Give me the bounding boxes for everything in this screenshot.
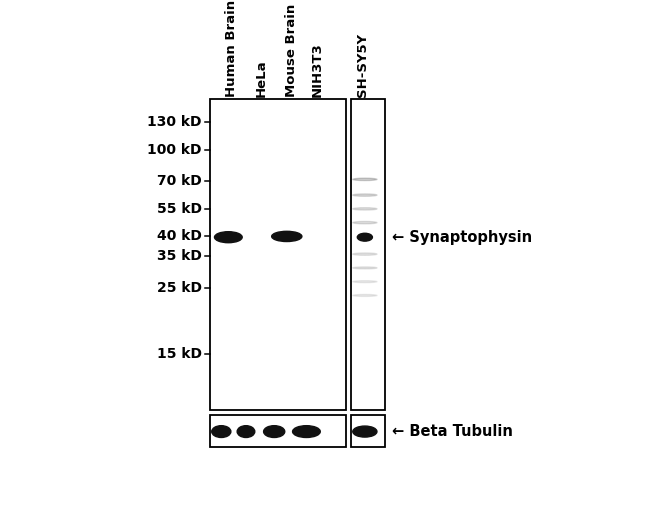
Text: NIH3T3: NIH3T3	[311, 42, 324, 97]
Ellipse shape	[292, 426, 320, 437]
Text: 130 kD: 130 kD	[147, 115, 202, 129]
Ellipse shape	[353, 194, 377, 196]
Text: Human Brain: Human Brain	[225, 0, 238, 97]
Ellipse shape	[353, 178, 377, 180]
Text: 25 kD: 25 kD	[157, 281, 202, 294]
Ellipse shape	[214, 231, 242, 243]
Text: ← Beta Tubulin: ← Beta Tubulin	[392, 424, 513, 439]
Ellipse shape	[272, 231, 302, 242]
Text: 40 kD: 40 kD	[157, 229, 202, 243]
Bar	[210, 99, 346, 409]
Bar	[210, 414, 346, 447]
Text: ← Synaptophysin: ← Synaptophysin	[392, 230, 532, 245]
Text: 35 kD: 35 kD	[157, 249, 202, 263]
Text: HeLa: HeLa	[255, 59, 268, 97]
Bar	[351, 99, 385, 409]
Ellipse shape	[353, 294, 377, 296]
Text: 70 kD: 70 kD	[157, 174, 202, 189]
Text: SH-SY5Y: SH-SY5Y	[356, 33, 369, 97]
Bar	[351, 414, 385, 447]
Text: 55 kD: 55 kD	[157, 202, 202, 216]
Ellipse shape	[353, 267, 377, 269]
Ellipse shape	[353, 426, 377, 437]
Text: 100 kD: 100 kD	[147, 143, 202, 157]
Text: Mouse Brain: Mouse Brain	[285, 4, 298, 97]
Ellipse shape	[264, 426, 285, 437]
Ellipse shape	[212, 426, 231, 437]
Ellipse shape	[353, 281, 377, 283]
Text: 15 kD: 15 kD	[157, 347, 202, 361]
Ellipse shape	[237, 426, 255, 437]
Ellipse shape	[353, 253, 377, 256]
Ellipse shape	[353, 221, 377, 224]
Ellipse shape	[358, 233, 372, 241]
Ellipse shape	[353, 207, 377, 210]
